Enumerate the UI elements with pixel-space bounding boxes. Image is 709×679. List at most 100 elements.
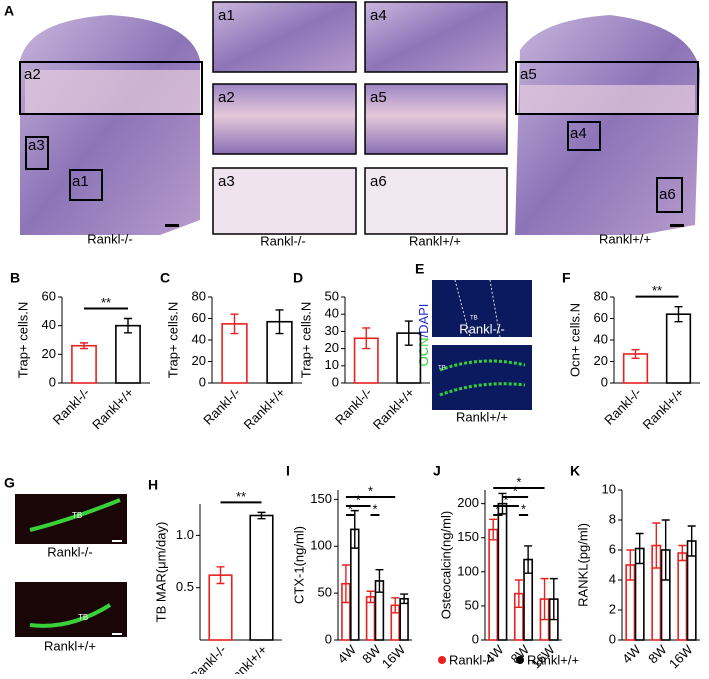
error-bar [652,522,661,569]
y-axis-label: Trap+ cells.N [298,302,313,378]
panel-label: D [293,270,303,286]
x-tick-label: Rankl-/- [200,385,243,428]
y-tick-label: 200 [457,495,479,510]
error-bar [341,564,350,604]
y-tick-label: 100 [310,538,332,553]
x-tick-label: Rankl-/- [186,642,229,674]
histology-insets [212,1,508,235]
error-bar [400,593,409,605]
error-bar [635,532,644,565]
y-tick-label: 20 [594,353,608,368]
error-bar [366,590,375,604]
y-tick-label: 10 [602,481,616,496]
error-bar [524,545,533,574]
significance-label: * [521,501,526,516]
legend-marker [516,656,524,664]
y-tick-label: 60 [42,288,56,303]
y-tick-label: 80 [594,288,608,303]
error-bar [489,518,498,541]
stain-blue: /DAPI [416,304,431,338]
significance-label: * [516,474,521,489]
bar [488,528,499,641]
y-tick-label: 0 [472,631,479,646]
y-tick-label: 40 [42,317,56,332]
tb-label: TB [72,511,82,520]
significance-label: * [372,501,377,516]
error-bar [257,511,266,520]
panel-label: A [4,3,14,19]
caption: Rankl-/- [459,321,505,336]
y-axis-label: CTX-1(ng/ml) [291,526,306,604]
error-bar [124,317,132,334]
error-bar [230,313,239,335]
error-bar [540,577,549,621]
box-label: a5 [520,66,537,83]
y-tick-label: 20 [325,340,339,355]
stain-label: OCN/DAPI [416,304,431,367]
inset-label: a6 [370,173,387,190]
significance-label: * [495,501,500,516]
bar [677,552,688,641]
y-tick-label: 20 [192,353,206,368]
error-bar [687,525,696,557]
legend-label: Rankl-/- [449,652,495,667]
box-label: a4 [570,125,587,142]
error-bar [275,309,284,335]
x-tick-label: Rankl+/+ [241,385,288,432]
y-axis-label: Osteocalcin(ng/ml) [438,511,453,619]
error-bar [631,348,640,359]
y-tick-label: 8 [609,511,616,526]
bar [365,596,376,641]
box-label: a6 [659,186,676,203]
inset-label: a5 [370,89,387,106]
y-tick-label: 0 [601,374,608,389]
caption: Rankl+/+ [456,409,508,424]
y-tick-label: 6 [609,541,616,556]
x-tick-label: Rankl-/- [601,385,644,428]
error-bar [678,544,687,562]
x-tick-label: Rankl+/+ [89,385,136,432]
inset-label: a2 [218,89,235,106]
y-tick-label: 0.5 [176,579,194,594]
caption: Rankl+/+ [44,638,96,653]
error-bar [674,305,683,323]
y-tick-label: 0 [325,631,332,646]
x-tick-label: Rankl-/- [332,385,375,428]
significance-label: * [513,483,518,498]
inset-label: a4 [370,7,387,24]
inset-label: a1 [218,7,235,24]
error-bar [498,492,507,515]
x-tick-label: 8W [645,641,670,666]
y-tick-label: 100 [457,563,479,578]
error-bar [216,566,225,585]
y-tick-label: 80 [192,288,206,303]
caption: Rankl-/- [47,544,93,559]
bar [249,514,274,641]
error-bar [375,568,384,593]
bar [208,574,233,641]
x-tick-label: 4W [334,641,359,666]
y-tick-label: 0 [609,631,616,646]
caption: Rankl+/+ [409,233,461,248]
panel-label: G [4,475,15,491]
bar [71,344,97,384]
y-tick-label: 10 [325,357,339,372]
tb-label: TB [470,316,478,322]
caption: Rankl-/- [87,231,133,246]
x-tick-label: Rankl+/+ [223,642,270,674]
y-tick-label: 0 [49,374,56,389]
legend-marker [438,656,446,664]
y-tick-label: 50 [325,288,339,303]
legend-label: Rankl+/+ [527,652,579,667]
y-tick-label: 20 [42,346,56,361]
inset-label: a3 [218,173,235,190]
caption: Rankl-/- [260,233,306,248]
y-tick-label: 60 [192,310,206,325]
y-tick-label: 2 [609,601,616,616]
panel-label: I [286,463,290,479]
x-tick-label: 4W [619,641,644,666]
y-tick-label: 60 [594,310,608,325]
histology-left [19,15,203,235]
significance-label: ** [101,295,111,310]
